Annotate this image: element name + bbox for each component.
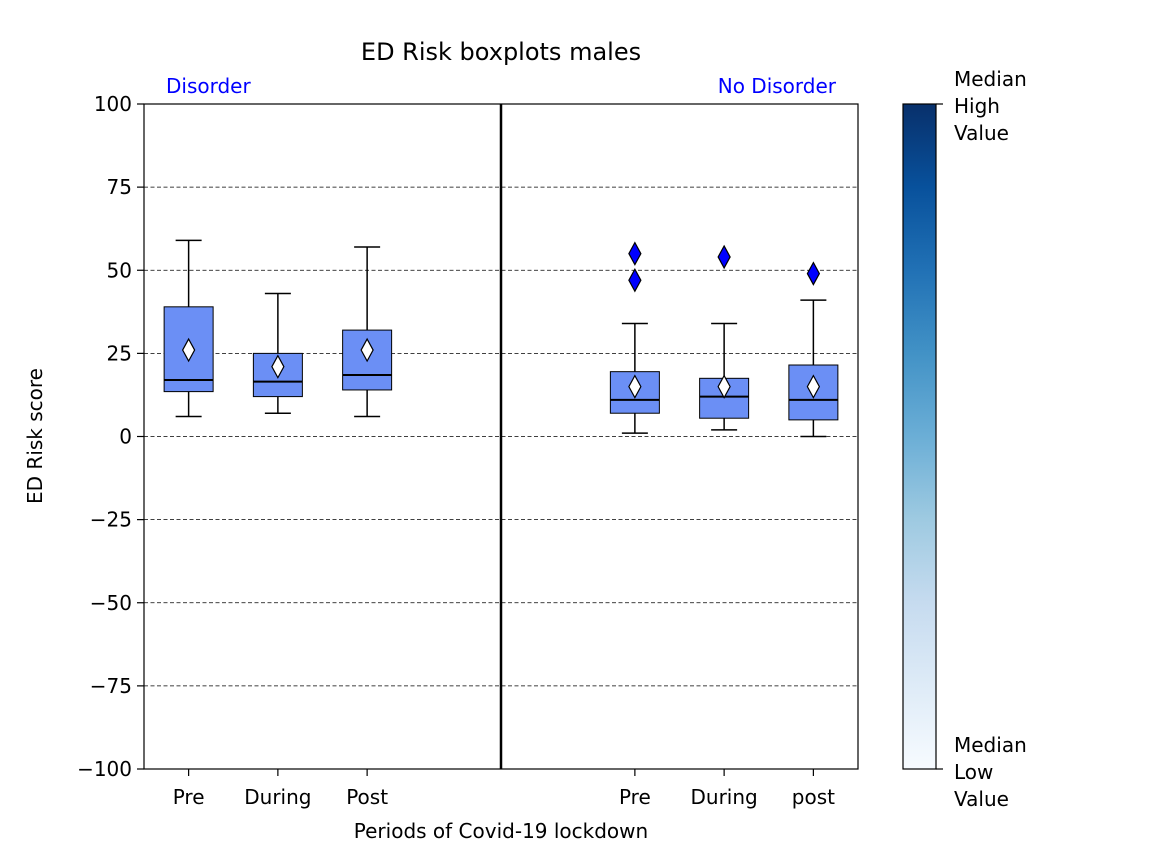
group-label-no-disorder: No Disorder <box>718 74 837 98</box>
y-tick-label: 75 <box>107 175 132 199</box>
outlier-marker <box>628 267 642 293</box>
box-pre <box>163 239 214 418</box>
x-axis-label: Periods of Covid-19 lockdown <box>354 819 648 843</box>
colorbar-top-label: Median High Value <box>954 67 1027 145</box>
chart-title: ED Risk boxplots males <box>361 38 641 66</box>
gridlines <box>144 186 858 687</box>
mean-marker <box>628 374 642 399</box>
box-during <box>699 244 750 431</box>
x-axis: Pre During Post Pre During post <box>173 769 835 809</box>
y-tick-label: −25 <box>90 508 132 532</box>
y-tick-label: −75 <box>90 674 132 698</box>
colorbar-gradient <box>902 103 937 770</box>
box-post <box>788 261 839 438</box>
y-tick-label: 100 <box>94 92 132 116</box>
outlier-marker <box>806 261 821 286</box>
x-tick-label: Pre <box>173 785 205 809</box>
y-tick-label: 50 <box>107 258 132 282</box>
y-tick-label: −100 <box>77 757 132 781</box>
boxes <box>163 239 839 438</box>
mean-marker <box>271 354 285 379</box>
group-label-disorder: Disorder <box>166 74 251 98</box>
y-tick-label: 25 <box>107 341 132 365</box>
colorbar-bottom-label: Median Low Value <box>954 733 1027 811</box>
box-post <box>342 246 393 418</box>
box-pre <box>609 241 660 434</box>
colorbar: Median High Value Median Low Value <box>902 67 1027 811</box>
y-axis: −100 −75 −50 −25 0 25 50 75 100 <box>77 92 144 781</box>
mean-marker <box>360 337 374 363</box>
y-tick-label: 0 <box>119 425 132 449</box>
x-tick-label: Pre <box>619 785 651 809</box>
mean-marker <box>806 374 821 399</box>
x-tick-label: During <box>691 785 758 809</box>
mean-marker <box>717 374 731 399</box>
y-axis-label: ED Risk score <box>23 368 47 504</box>
mean-marker <box>181 337 196 363</box>
box-during <box>252 292 303 414</box>
y-tick-label: −50 <box>90 591 132 615</box>
x-tick-label: Post <box>346 785 388 809</box>
outlier-marker <box>628 241 642 266</box>
x-tick-label: post <box>792 785 835 809</box>
outlier-marker <box>717 244 731 270</box>
group-labels: Disorder No Disorder <box>166 74 837 98</box>
x-tick-label: During <box>244 785 311 809</box>
